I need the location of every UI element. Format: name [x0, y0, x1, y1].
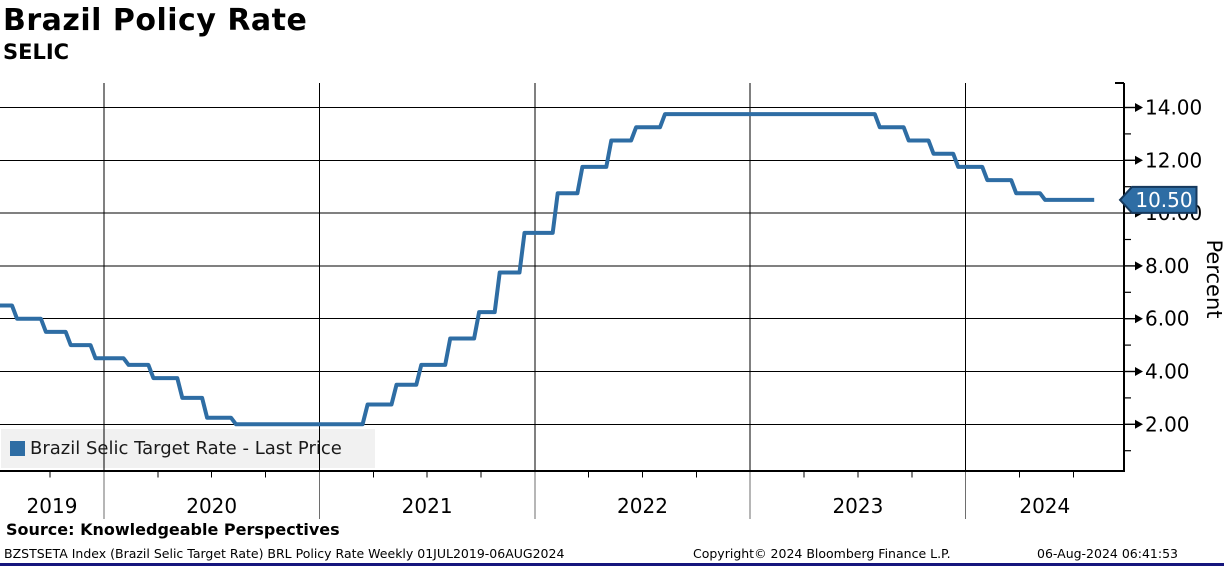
y-tick-arrow-icon: [1135, 367, 1143, 376]
y-tick-label: 8.00: [1145, 254, 1190, 278]
chart-title: Brazil Policy Rate: [3, 3, 308, 38]
y-tick-arrow-icon: [1135, 419, 1143, 429]
legend-swatch-icon: [10, 441, 25, 456]
bottom-accent-bar: [0, 563, 1224, 566]
selic-line: [0, 112, 1095, 427]
y-tick-label: 4.00: [1145, 360, 1190, 384]
footer-copyright: Copyright© 2024 Bloomberg Finance L.P.: [693, 546, 951, 561]
footer-timestamp: 06-Aug-2024 06:41:53: [1037, 546, 1178, 561]
chart-subtitle: SELIC: [3, 40, 70, 64]
year-label: 2023: [832, 494, 883, 518]
y-tick-label: 2.00: [1145, 412, 1190, 436]
percent-axis-label: Percent: [1202, 239, 1224, 318]
y-tick-label: 6.00: [1145, 307, 1190, 331]
year-label: 2019: [27, 494, 78, 518]
y-tick-arrow-icon: [1135, 261, 1143, 271]
year-label: 2020: [186, 494, 237, 518]
last-price-label: 10.50: [1135, 188, 1192, 212]
legend-label: Brazil Selic Target Rate - Last Price: [30, 438, 342, 459]
y-tick-label: 12.00: [1145, 148, 1202, 172]
last-price-tag: [1118, 185, 1198, 214]
footer-ticker-info: BZSTSETA Index (Brazil Selic Target Rate…: [4, 546, 565, 561]
year-label: 2024: [1019, 494, 1070, 518]
source-line: Source: Knowledgeable Perspectives: [6, 520, 340, 539]
title-block: Brazil Policy Rate SELIC: [3, 2, 307, 64]
legend: Brazil Selic Target Rate - Last Price: [1, 429, 375, 468]
y-tick-arrow-icon: [1135, 103, 1143, 112]
year-label: 2022: [617, 494, 668, 518]
y-tick-arrow-icon: [1135, 314, 1143, 324]
legend-background: [1, 429, 375, 468]
y-tick-label: 14.00: [1145, 96, 1202, 120]
year-label: 2021: [402, 494, 453, 518]
y-tick-arrow-icon: [1135, 155, 1143, 165]
